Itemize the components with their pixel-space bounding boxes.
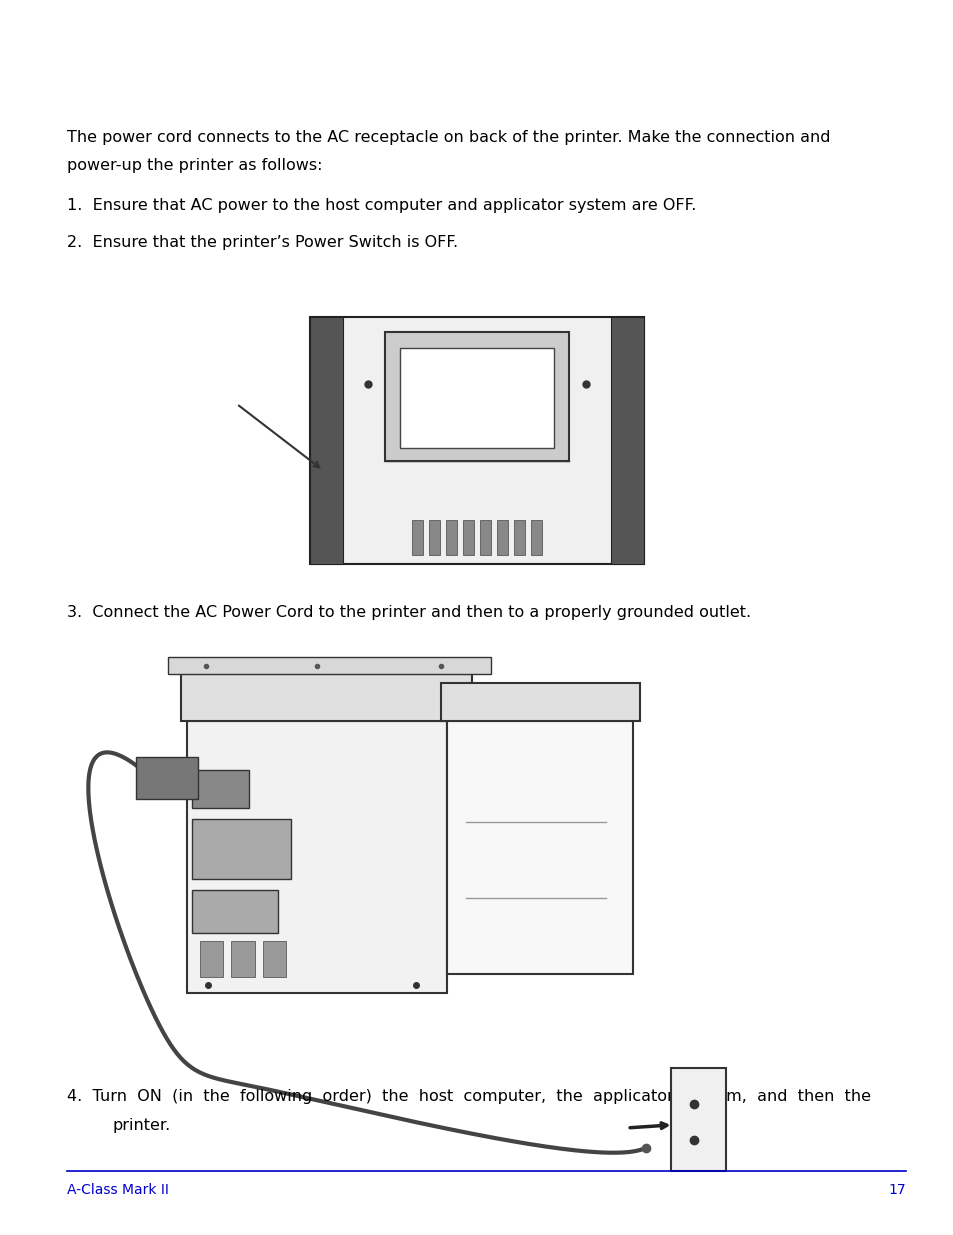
Text: The power cord connects to the AC receptacle on back of the printer. Make the co: The power cord connects to the AC recept… (67, 130, 829, 144)
Bar (200, 941, 223, 977)
Bar (412, 520, 422, 555)
Bar (610, 317, 643, 564)
Bar (192, 889, 278, 934)
Bar (310, 317, 343, 564)
Bar (497, 520, 508, 555)
Bar (310, 317, 643, 564)
Text: A-Class Mark II: A-Class Mark II (67, 1183, 169, 1197)
Bar (531, 520, 541, 555)
Bar (440, 683, 639, 721)
Bar (447, 721, 633, 974)
Bar (479, 520, 491, 555)
Bar (169, 657, 491, 674)
Bar (181, 674, 472, 721)
Bar (192, 769, 250, 808)
Text: 4.  Turn  ON  (in  the  following  order)  the  host  computer,  the  applicator: 4. Turn ON (in the following order) the … (67, 1089, 870, 1104)
Bar (187, 721, 447, 993)
Bar (514, 520, 524, 555)
Bar (445, 520, 456, 555)
Bar (135, 757, 197, 799)
Text: 2.  Ensure that the printer’s Power Switch is OFF.: 2. Ensure that the printer’s Power Switc… (67, 235, 457, 249)
Bar (385, 332, 568, 461)
Bar (192, 819, 291, 878)
Bar (429, 520, 439, 555)
Text: printer.: printer. (112, 1118, 171, 1132)
Text: 17: 17 (888, 1183, 905, 1197)
Bar (262, 941, 286, 977)
Bar (462, 520, 474, 555)
Text: power-up the printer as follows:: power-up the printer as follows: (67, 158, 322, 173)
Text: 3.  Connect the AC Power Cord to the printer and then to a properly grounded out: 3. Connect the AC Power Cord to the prin… (67, 605, 750, 620)
Bar (399, 347, 554, 448)
Text: 1.  Ensure that AC power to the host computer and applicator system are OFF.: 1. Ensure that AC power to the host comp… (67, 198, 696, 212)
Bar (231, 941, 254, 977)
Bar (670, 1068, 726, 1171)
